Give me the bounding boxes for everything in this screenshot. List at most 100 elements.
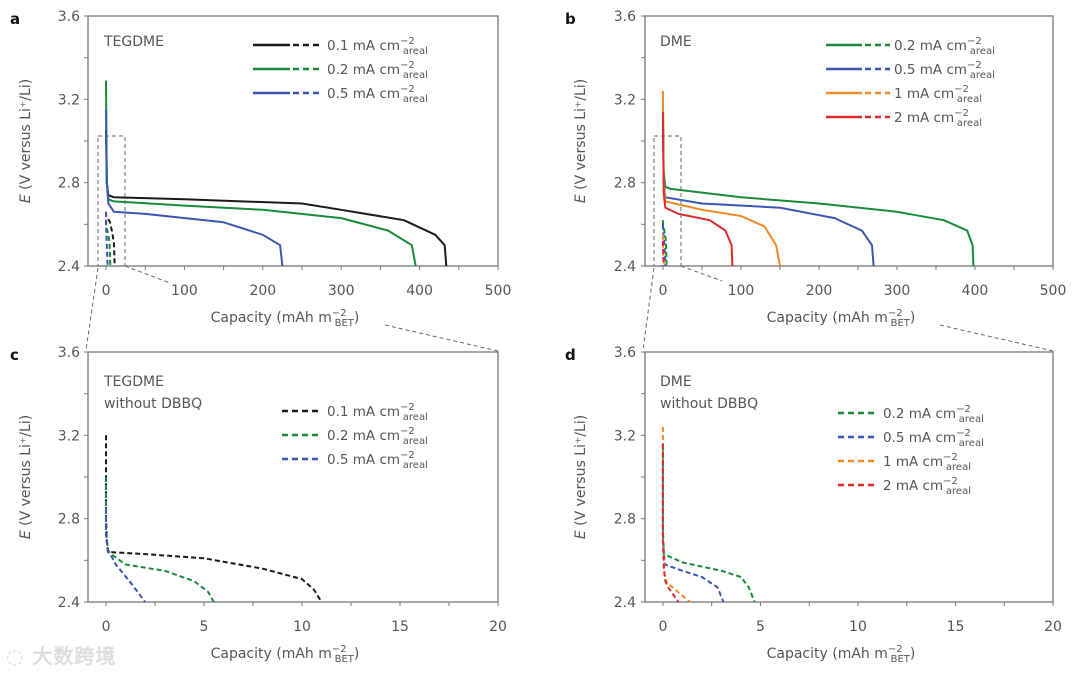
legend-label-sup: −2	[954, 84, 969, 95]
y-axis-label: E (V versus Li⁺/Li)	[18, 415, 34, 539]
x-tick-label: 0	[658, 619, 667, 635]
x-axis-label-close: )	[910, 310, 915, 326]
y-axis-label-rest: (V versus Li⁺/Li)	[573, 79, 589, 194]
y-axis-label-var: E	[18, 530, 34, 539]
solvent-label: TEGDME	[103, 374, 164, 390]
legend-label: 0.5 mA cm−2 areal	[327, 450, 428, 471]
x-tick-label: 100	[728, 283, 755, 299]
y-axis-label-var: E	[573, 194, 589, 203]
solvent-label: without DBBQ	[104, 396, 202, 412]
legend-label-main: 0.1 mA cm	[327, 404, 400, 420]
legend-label-main: 0.2 mA cm	[894, 38, 967, 54]
panel-a: a 2.4 2.8 3.2 3.6 0 100 200 300 400 500 E (V versus…	[10, 9, 511, 329]
x-tick-label: 200	[249, 283, 276, 299]
legend-label: 0.5 mA cm−2 areal	[327, 84, 428, 105]
legend-label-sup: −2	[967, 60, 982, 71]
legend-label-sub: areal	[403, 460, 428, 471]
zoom-line-b-right	[680, 265, 723, 282]
panel-label: d	[565, 346, 576, 364]
y-tick-label: 3.6	[614, 345, 636, 361]
y-axis-label-rest: (V versus Li⁺/Li)	[573, 415, 589, 530]
watermark-logo: ◌ 大数跨境	[6, 644, 117, 668]
legend-label: 0.2 mA cm−2 areal	[883, 404, 984, 425]
legend-label: 2 mA cm−2 areal	[883, 476, 971, 497]
legend-item: 2 mA cm−2 areal	[826, 108, 982, 129]
x-axis-label: Capacity (mAh m−2 BET)	[211, 308, 360, 329]
panel-b: b 2.4 2.8 3.2 3.6 0 100 200 300 400 500 E (V versus…	[565, 9, 1066, 329]
legend-label-main: 0.1 mA cm	[327, 38, 400, 54]
legend-label-main: 0.5 mA cm	[883, 430, 956, 446]
legend-label-main: 2 mA cm	[894, 110, 954, 126]
series-line-3	[661, 443, 680, 603]
x-axis-label-main: Capacity (mAh m	[767, 646, 888, 662]
legend-label-sup: −2	[956, 404, 971, 415]
legend-item: 0.2 mA cm−2 areal	[826, 36, 995, 57]
series-line-1	[661, 466, 725, 603]
y-tick-label: 3.2	[614, 92, 636, 108]
x-axis-label-main: Capacity (mAh m	[211, 646, 332, 662]
y-tick-label: 2.8	[58, 512, 80, 528]
legend-label-sub: areal	[403, 94, 428, 105]
x-axis-label-sub: BET	[335, 318, 355, 329]
legend-label: 0.1 mA cm−2 areal	[327, 36, 428, 57]
x-tick-label: 200	[806, 283, 833, 299]
y-tick-label: 2.4	[58, 595, 80, 611]
series-line-7	[661, 240, 665, 267]
zoom-box-b	[653, 135, 682, 267]
legend-label-sup: −2	[943, 452, 958, 463]
legend-label-sub: areal	[403, 46, 428, 57]
legend-label: 0.2 mA cm−2 areal	[327, 426, 428, 447]
x-axis-label-close: )	[354, 310, 359, 326]
panel-d: d 2.4 2.8 3.2 3.6 0 5 10 15 20 E (V versus Li⁺/Li)…	[565, 345, 1062, 665]
series-line-2	[661, 90, 781, 267]
x-tick-label: 500	[485, 283, 512, 299]
zoom-line-b-right-2	[939, 324, 1054, 352]
legend-label-sup: −2	[400, 60, 415, 71]
legend-item: 0.5 mA cm−2 areal	[253, 84, 428, 105]
series-line-2	[661, 427, 691, 603]
panel-label: a	[10, 10, 20, 28]
legend-item: 0.1 mA cm−2 areal	[282, 402, 428, 423]
zoom-line-a-left	[85, 267, 99, 351]
legend-label-sub: areal	[970, 70, 995, 81]
solvent-label: without DBBQ	[660, 396, 758, 412]
zoom-line-a-right	[124, 265, 171, 284]
x-tick-label: 0	[102, 283, 111, 299]
y-tick-label: 2.4	[58, 259, 80, 275]
zoom-box-a	[97, 135, 126, 267]
panel-label: b	[565, 10, 576, 28]
y-tick-label: 3.2	[614, 428, 636, 444]
legend-label-sub: areal	[403, 436, 428, 447]
x-axis-label-sub: BET	[891, 654, 911, 665]
legend-label-sup: −2	[400, 450, 415, 461]
y-tick-label: 3.6	[614, 9, 636, 25]
x-tick-label: 10	[849, 619, 867, 635]
legend-label: 2 mA cm−2 areal	[894, 108, 982, 129]
legend-item: 0.5 mA cm−2 areal	[838, 428, 984, 449]
legend-label-main: 1 mA cm	[894, 86, 954, 102]
y-axis-label-rest: (V versus Li⁺/Li)	[18, 415, 34, 530]
plot-frame	[644, 351, 1054, 603]
y-axis-label-var: E	[18, 194, 34, 203]
legend-label-sup: −2	[400, 36, 415, 47]
y-axis-label: E (V versus Li⁺/Li)	[18, 79, 34, 203]
legend-label: 0.2 mA cm−2 areal	[327, 60, 428, 81]
legend-label-sub: areal	[970, 46, 995, 57]
legend-label-sup: −2	[400, 426, 415, 437]
legend-label-main: 0.2 mA cm	[883, 406, 956, 422]
series-line-1	[661, 120, 875, 267]
x-tick-label: 0	[102, 619, 111, 635]
y-tick-label: 2.4	[614, 259, 636, 275]
legend-label: 0.1 mA cm−2 areal	[327, 402, 428, 423]
panel-c: c 2.4 2.8 3.2 3.6 0 5 10 15 20 E (V versus Li⁺/Li)…	[10, 345, 507, 665]
x-axis-label: Capacity (mAh m−2 BET)	[211, 644, 360, 665]
x-tick-label: 500	[1040, 283, 1067, 299]
legend-label-main: 1 mA cm	[883, 454, 943, 470]
solvent-label: DME	[660, 374, 692, 390]
x-axis-label: Capacity (mAh m−2 BET)	[767, 308, 916, 329]
legend-label-sup: −2	[400, 84, 415, 95]
series-line-1	[105, 80, 417, 267]
legend-label-sub: areal	[403, 412, 428, 423]
legend-label: 0.5 mA cm−2 areal	[883, 428, 984, 449]
x-tick-label: 20	[1044, 619, 1062, 635]
